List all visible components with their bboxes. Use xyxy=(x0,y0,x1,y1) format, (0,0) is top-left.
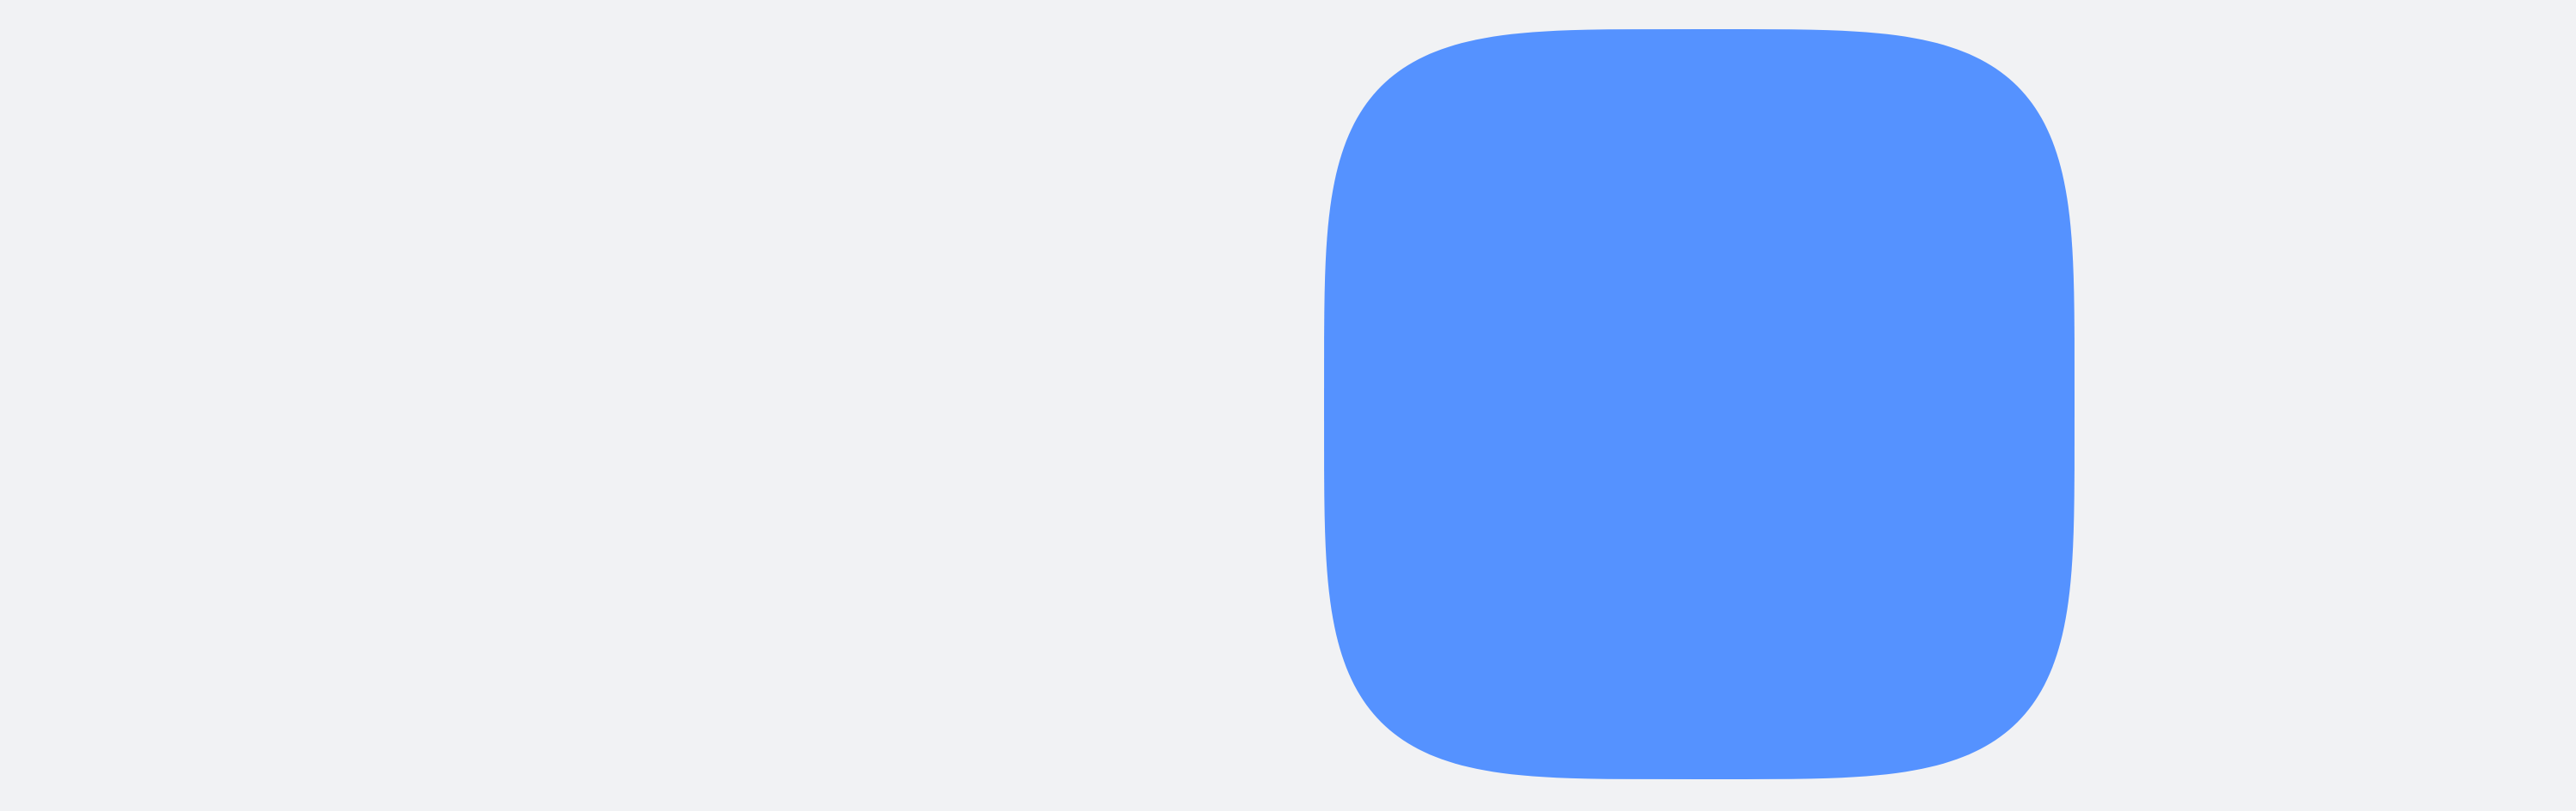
app-icon[interactable] xyxy=(1324,29,2075,779)
squircle-shape xyxy=(1324,29,2075,779)
